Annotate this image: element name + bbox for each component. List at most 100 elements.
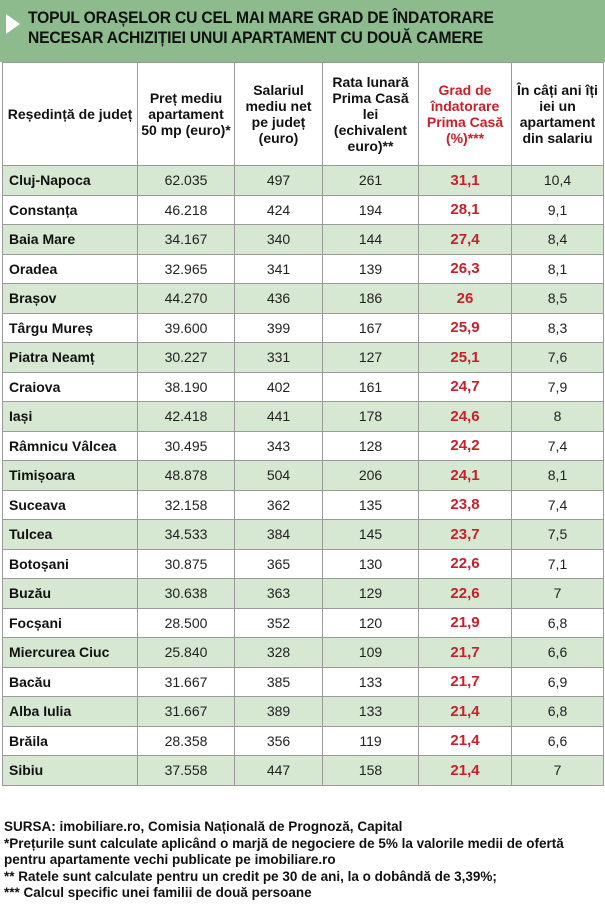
cell-grade: 28,1 xyxy=(418,194,512,225)
cell-rate: 194 xyxy=(322,194,419,225)
cell-grade: 25,1 xyxy=(418,342,512,373)
cell-grade: 22,6 xyxy=(418,548,512,579)
table-header-row: Reședință de județ Preț mediu apartament… xyxy=(2,62,604,166)
cell-grade: 24,7 xyxy=(418,371,512,402)
table-row: Bacău 31.667 385 133 21,7 6,9 xyxy=(2,666,604,697)
cell-salary: 341 xyxy=(234,253,323,284)
cell-price: 30.875 xyxy=(137,548,235,579)
cell-years: 6,8 xyxy=(511,607,604,638)
cell-grade: 24,6 xyxy=(418,401,512,432)
cell-city: Iași xyxy=(2,401,138,432)
cell-salary: 441 xyxy=(234,401,323,432)
cell-city: Alba Iulia xyxy=(2,696,138,727)
cell-rate: 144 xyxy=(322,224,419,255)
table-row: Suceava 32.158 362 135 23,8 7,4 xyxy=(2,489,604,520)
cell-city: Sibiu xyxy=(2,755,138,786)
cell-rate: 161 xyxy=(322,371,419,402)
cell-rate: 120 xyxy=(322,607,419,638)
cell-years: 8 xyxy=(511,401,604,432)
cell-salary: 497 xyxy=(234,165,323,196)
cell-price: 30.227 xyxy=(137,342,235,373)
cell-rate: 206 xyxy=(322,460,419,491)
cell-years: 6,8 xyxy=(511,696,604,727)
cell-grade: 31,1 xyxy=(418,165,512,196)
cell-grade: 21,7 xyxy=(418,666,512,697)
cell-salary: 402 xyxy=(234,371,323,402)
cell-grade: 23,8 xyxy=(418,489,512,520)
cell-years: 8,1 xyxy=(511,460,604,491)
cell-grade: 21,4 xyxy=(418,755,512,786)
cell-price: 37.558 xyxy=(137,755,235,786)
cell-years: 9,1 xyxy=(511,194,604,225)
cell-city: Miercurea Ciuc xyxy=(2,637,138,668)
table-row: Piatra Neamț 30.227 331 127 25,1 7,6 xyxy=(2,342,604,373)
arrow-icon xyxy=(6,14,20,34)
footnote-price: *Prețurile sunt calculate aplicând o mar… xyxy=(4,835,564,868)
cell-price: 25.840 xyxy=(137,637,235,668)
title-line-2: NECESAR ACHIZIȚIEI UNUI APARTAMENT CU DO… xyxy=(28,28,483,47)
cell-years: 7,4 xyxy=(511,430,604,461)
cell-salary: 343 xyxy=(234,430,323,461)
cell-grade: 27,4 xyxy=(418,224,512,255)
cell-grade: 24,1 xyxy=(418,460,512,491)
cell-salary: 424 xyxy=(234,194,323,225)
cell-salary: 363 xyxy=(234,578,323,609)
cell-city: Craiova xyxy=(2,371,138,402)
table-row: Râmnicu Vâlcea 30.495 343 128 24,2 7,4 xyxy=(2,430,604,461)
cell-city: Cluj-Napoca xyxy=(2,165,138,196)
cell-salary: 331 xyxy=(234,342,323,373)
cell-years: 7,5 xyxy=(511,519,604,550)
cell-rate: 158 xyxy=(322,755,419,786)
cell-years: 7,4 xyxy=(511,489,604,520)
cell-price: 34.167 xyxy=(137,224,235,255)
cell-years: 7 xyxy=(511,755,604,786)
footnote-rate: ** Ratele sunt calculate pentru un credi… xyxy=(4,868,497,884)
header-salary: Salariul mediu net pe județ (euro) xyxy=(234,62,323,166)
cell-price: 34.533 xyxy=(137,519,235,550)
cell-grade: 21,4 xyxy=(418,725,512,756)
cell-years: 7,9 xyxy=(511,371,604,402)
cell-years: 6,9 xyxy=(511,666,604,697)
ranking-table: Reședință de județ Preț mediu apartament… xyxy=(2,62,604,786)
table-row: Oradea 32.965 341 139 26,3 8,1 xyxy=(2,253,604,284)
cell-city: Piatra Neamț xyxy=(2,342,138,373)
table-row: Focșani 28.500 352 120 21,9 6,8 xyxy=(2,607,604,638)
cell-rate: 133 xyxy=(322,696,419,727)
cell-grade: 22,6 xyxy=(418,578,512,609)
title-bar: TOPUL ORAȘELOR CU CEL MAI MARE GRAD DE Î… xyxy=(0,0,605,62)
cell-price: 28.358 xyxy=(137,725,235,756)
cell-years: 7,6 xyxy=(511,342,604,373)
cell-city: Timișoara xyxy=(2,460,138,491)
cell-years: 7 xyxy=(511,578,604,609)
cell-city: Constanța xyxy=(2,194,138,225)
cell-rate: 178 xyxy=(322,401,419,432)
header-rate: Rata lunară Prima Casă lei (echivalent e… xyxy=(322,62,419,166)
cell-price: 32.965 xyxy=(137,253,235,284)
cell-years: 6,6 xyxy=(511,637,604,668)
table-row: Sibiu 37.558 447 158 21,4 7 xyxy=(2,755,604,786)
cell-rate: 133 xyxy=(322,666,419,697)
cell-salary: 399 xyxy=(234,312,323,343)
cell-grade: 21,7 xyxy=(418,637,512,668)
cell-salary: 447 xyxy=(234,755,323,786)
cell-salary: 436 xyxy=(234,283,323,314)
cell-grade: 23,7 xyxy=(418,519,512,550)
cell-price: 32.158 xyxy=(137,489,235,520)
cell-city: Baia Mare xyxy=(2,224,138,255)
cell-rate: 130 xyxy=(322,548,419,579)
cell-salary: 340 xyxy=(234,224,323,255)
cell-years: 8,3 xyxy=(511,312,604,343)
table-row: Craiova 38.190 402 161 24,7 7,9 xyxy=(2,371,604,402)
table-row: Târgu Mureș 39.600 399 167 25,9 8,3 xyxy=(2,312,604,343)
cell-salary: 352 xyxy=(234,607,323,638)
table-row: Buzău 30.638 363 129 22,6 7 xyxy=(2,578,604,609)
table-row: Alba Iulia 31.667 389 133 21,4 6,8 xyxy=(2,696,604,727)
source-note: SURSA: imobiliare.ro, Comisia Națională … xyxy=(4,819,403,834)
cell-salary: 365 xyxy=(234,548,323,579)
cell-price: 46.218 xyxy=(137,194,235,225)
cell-city: Oradea xyxy=(2,253,138,284)
cell-price: 48.878 xyxy=(137,460,235,491)
cell-rate: 128 xyxy=(322,430,419,461)
cell-grade: 26 xyxy=(418,283,512,314)
cell-rate: 135 xyxy=(322,489,419,520)
